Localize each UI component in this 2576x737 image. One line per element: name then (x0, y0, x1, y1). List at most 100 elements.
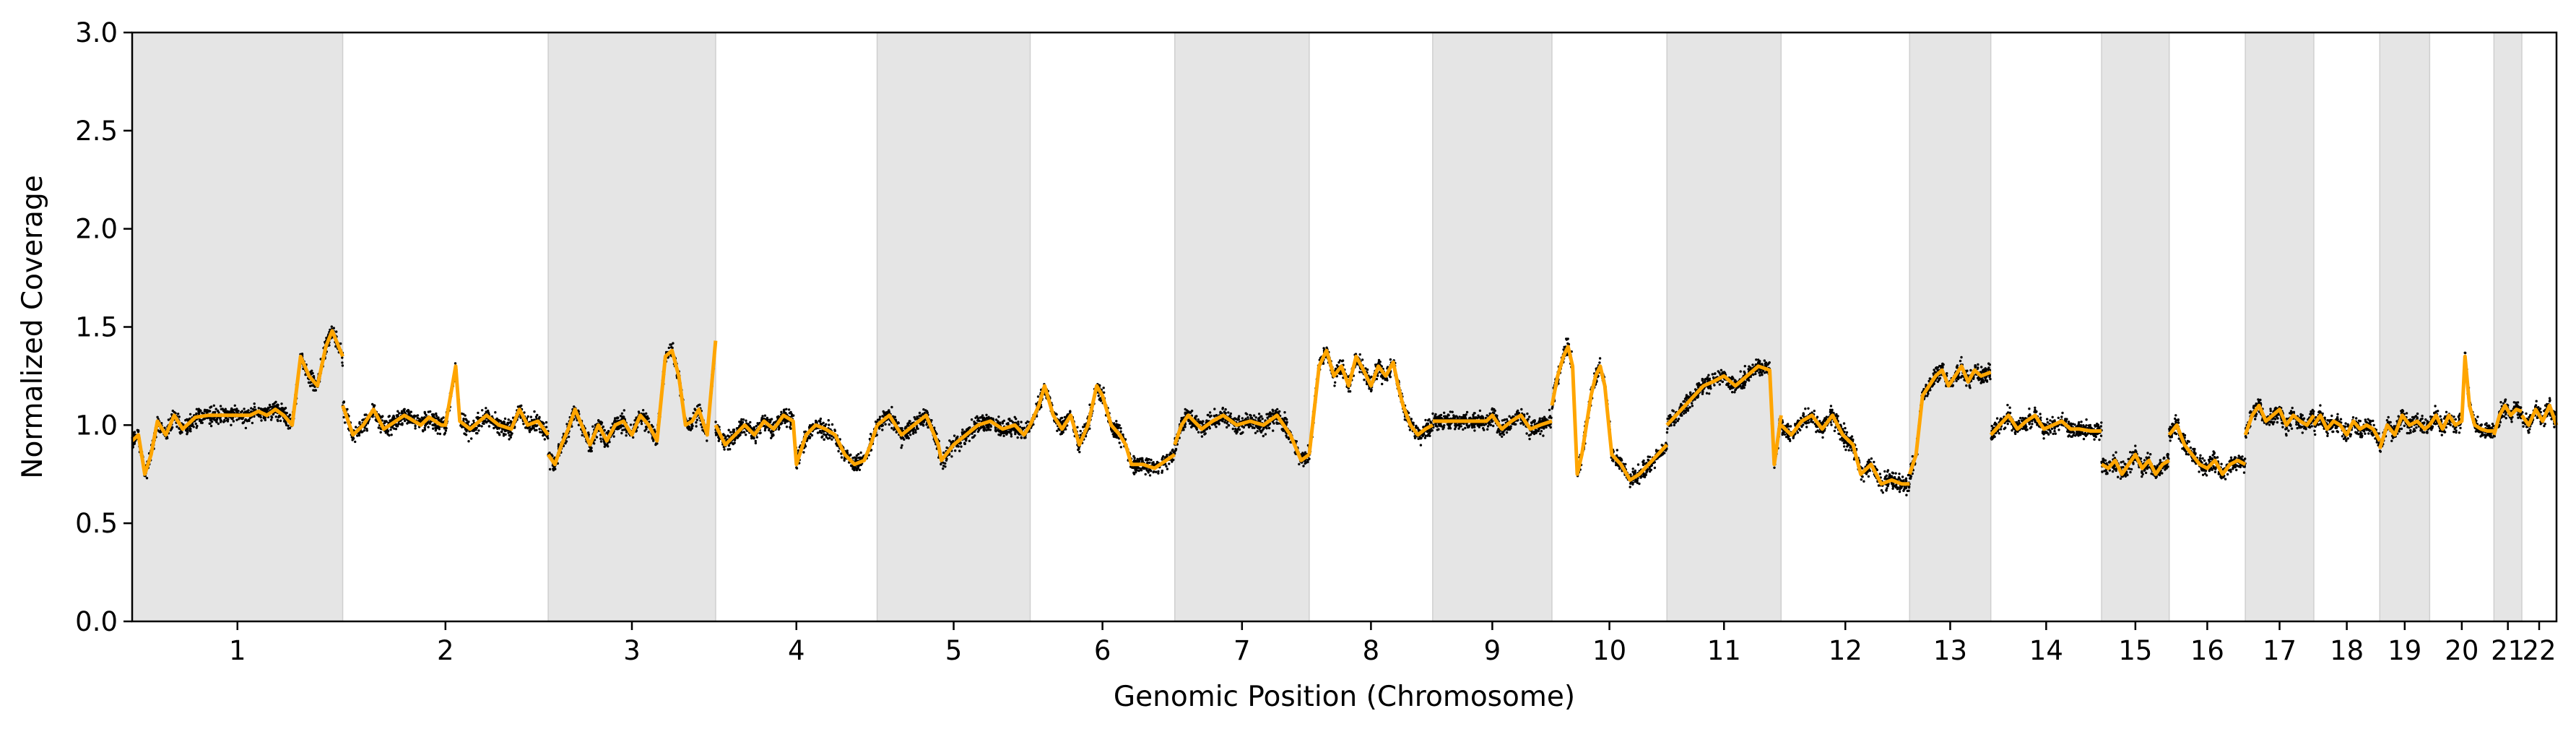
data-point (1002, 431, 1005, 435)
data-point (373, 404, 376, 407)
data-point (859, 456, 862, 459)
data-point (432, 427, 435, 430)
band-chr3 (547, 32, 716, 622)
data-point (822, 421, 825, 424)
data-point (976, 430, 980, 434)
data-point (341, 361, 344, 364)
data-point (888, 423, 891, 426)
data-point (1241, 417, 1244, 420)
data-point (565, 423, 568, 426)
data-point (763, 414, 767, 417)
data-point (435, 412, 438, 415)
data-point (342, 415, 345, 419)
data-point (727, 428, 730, 431)
data-point (156, 415, 159, 418)
data-point (253, 402, 256, 405)
data-point (593, 442, 596, 445)
data-point (435, 414, 438, 418)
data-point (855, 457, 858, 460)
data-point (884, 423, 887, 426)
data-point (619, 415, 623, 418)
data-point (231, 408, 235, 411)
data-point (695, 405, 699, 408)
data-point (499, 419, 502, 423)
data-point (783, 408, 786, 411)
data-point (758, 431, 762, 435)
data-point (981, 418, 985, 421)
data-point (1077, 448, 1080, 452)
data-point (243, 408, 246, 410)
data-point (474, 426, 477, 430)
data-point (535, 418, 538, 421)
data-point (360, 431, 363, 434)
data-point (189, 430, 192, 433)
data-point (341, 356, 344, 359)
data-point (440, 418, 443, 421)
data-point (857, 466, 860, 470)
data-point (223, 410, 226, 414)
data-point (816, 431, 820, 434)
data-point (188, 417, 191, 421)
data-point (1005, 433, 1008, 436)
data-point (1224, 408, 1227, 411)
data-point (654, 443, 657, 447)
data-point (599, 440, 603, 443)
data-point (727, 444, 730, 447)
data-point (695, 425, 698, 428)
data-point (670, 345, 673, 349)
data-point (1137, 466, 1140, 470)
data-point (219, 405, 222, 408)
data-point (1169, 451, 1172, 454)
data-point (1135, 460, 1138, 462)
data-point (688, 426, 691, 428)
data-point (997, 415, 1000, 418)
data-point (401, 411, 404, 415)
data-point (959, 441, 963, 444)
data-point (260, 419, 263, 422)
data-point (199, 418, 202, 422)
data-point (280, 402, 283, 405)
data-point (355, 426, 357, 428)
data-point (390, 434, 393, 436)
data-point (240, 410, 243, 414)
data-point (502, 434, 506, 437)
data-point (188, 413, 192, 415)
data-point (906, 424, 909, 427)
data-point (1026, 420, 1029, 423)
data-point (1182, 428, 1185, 431)
data-point (998, 430, 1001, 433)
data-point (492, 423, 495, 426)
data-point (1147, 458, 1150, 461)
data-point (621, 428, 624, 431)
data-point (489, 421, 492, 424)
data-point (201, 418, 205, 421)
data-point (268, 403, 272, 407)
data-point (958, 449, 961, 452)
data-point (1298, 462, 1301, 466)
data-point (270, 415, 273, 418)
band-chr1 (131, 32, 344, 622)
data-point (442, 416, 445, 419)
data-point (736, 436, 740, 439)
data-point (789, 410, 792, 414)
data-point (945, 446, 948, 449)
data-point (1036, 395, 1040, 398)
data-point (269, 405, 272, 408)
data-point (1135, 469, 1138, 472)
data-point (826, 437, 830, 440)
data-point (1014, 431, 1017, 434)
data-point (529, 415, 532, 418)
data-point (365, 427, 368, 431)
data-point (274, 415, 277, 418)
data-point (314, 389, 317, 392)
data-point (925, 410, 929, 413)
data-point (1001, 421, 1005, 423)
data-point (427, 421, 430, 423)
data-point (921, 423, 925, 426)
data-point (272, 413, 275, 416)
data-point (398, 412, 401, 415)
data-point (690, 423, 693, 426)
data-point (760, 417, 763, 420)
data-point (357, 434, 361, 437)
